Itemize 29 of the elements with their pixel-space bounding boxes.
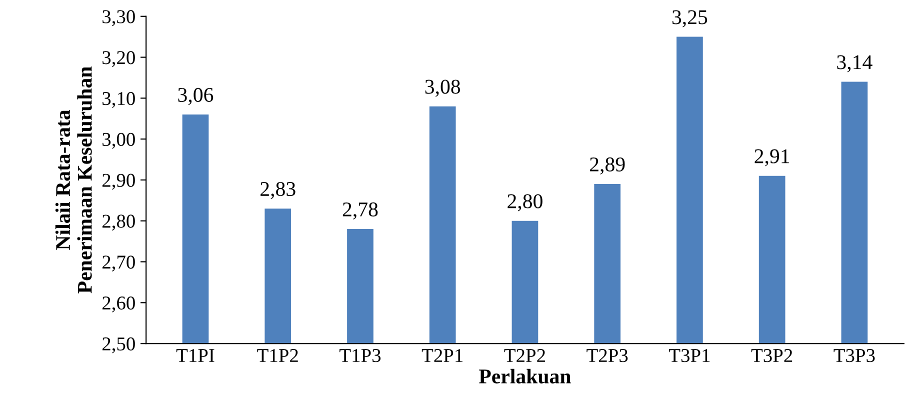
x-tick-label: T3P2 — [751, 349, 792, 362]
x-tick-label: T1P3 — [340, 349, 381, 362]
y-axis-title: Nilaii Rata-rata Penerimaan Keseluruhan — [55, 66, 92, 294]
data-label: 2,83 — [260, 182, 296, 200]
data-label: 3,14 — [837, 55, 872, 72]
x-tick-label: T2P3 — [586, 349, 628, 362]
x-axis-title: Perlakuan — [479, 368, 571, 384]
data-label: 3,08 — [425, 80, 460, 97]
x-tick-label: T2P1 — [422, 349, 463, 362]
y-tick-label: 3,00 — [102, 132, 135, 149]
data-label: 2,78 — [342, 202, 378, 220]
data-label: 2,89 — [590, 157, 625, 174]
x-tick-label: T1P2 — [257, 349, 298, 362]
y-tick-label: 2,50 — [102, 337, 135, 354]
x-tick-label: T3P3 — [834, 349, 875, 362]
y-tick-label: 3,10 — [102, 92, 135, 108]
data-label: 3,06 — [178, 88, 214, 105]
data-label: 3,25 — [672, 10, 708, 28]
y-tick-label: 3,30 — [102, 10, 135, 26]
data-label: 2,91 — [754, 149, 790, 166]
x-tick-label: T1PI — [176, 349, 214, 362]
x-tick-label: T3P1 — [669, 349, 710, 362]
y-tick-label: 3,20 — [102, 51, 135, 67]
y-tick-label: 2,90 — [102, 174, 135, 190]
y-tick-label: 2,70 — [102, 256, 135, 272]
x-tick-label: T2P2 — [504, 349, 545, 362]
y-tick-label: 2,60 — [102, 296, 135, 312]
y-tick-label: 2,80 — [102, 214, 135, 231]
data-label: 2,80 — [508, 194, 542, 212]
